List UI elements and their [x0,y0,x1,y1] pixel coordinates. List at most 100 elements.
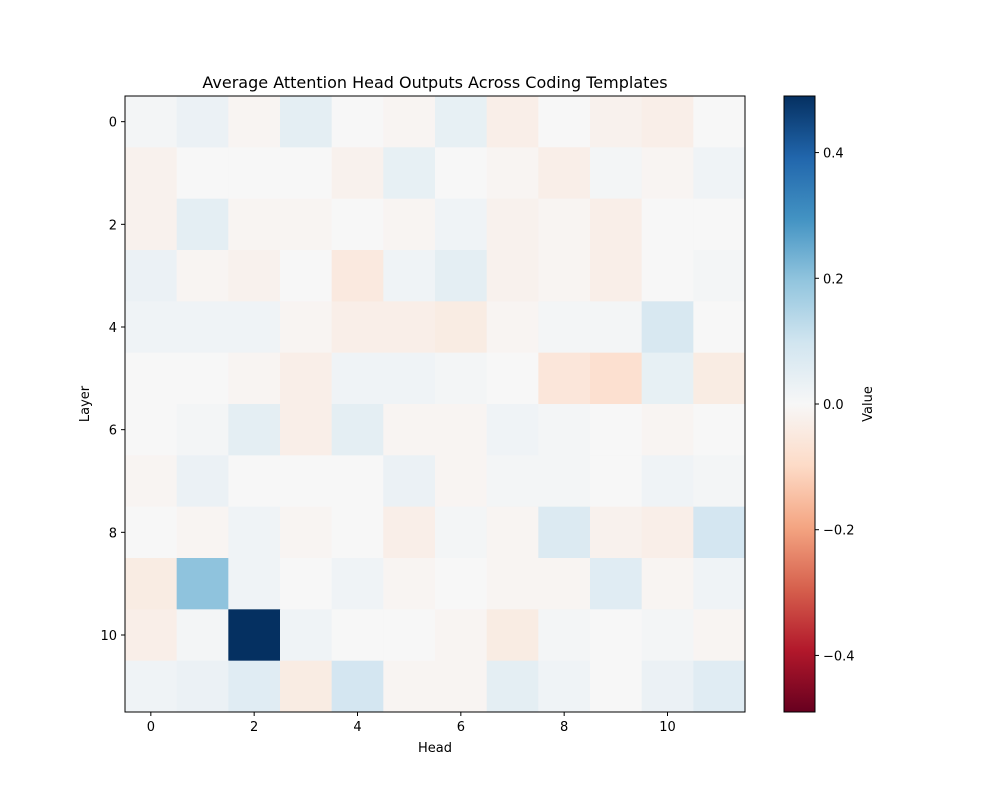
colorbar-label: Value [861,386,876,422]
heatmap-cell [538,250,591,302]
heatmap-cell [383,609,436,662]
heatmap-cell [331,404,384,456]
colorbar-tick-label: −0.2 [823,524,855,539]
heatmap-cell [383,250,436,302]
heatmap-cell [641,506,694,559]
colorbar-tick-label: 0.0 [823,398,844,413]
heatmap-cell [228,558,281,610]
heatmap-cell [228,301,281,354]
heatmap-cell [331,147,384,200]
heatmap-cell [280,250,333,302]
heatmap-cell [383,558,436,610]
heatmap-cell [280,609,333,662]
chart-title: Average Attention Head Outputs Across Co… [202,73,667,92]
heatmap-cell [280,660,333,713]
heatmap-cell [176,250,229,302]
heatmap-cell [641,250,694,302]
heatmap-cell [693,96,746,148]
heatmap-cell [641,609,694,662]
heatmap-cell [280,96,333,148]
y-tick-label: 4 [109,321,117,336]
heatmap-cell [435,506,488,559]
heatmap-cell [228,506,281,559]
y-tick-label: 8 [109,526,117,541]
heatmap-cell [176,96,229,148]
heatmap-cell [125,609,178,662]
y-tick-label: 10 [100,629,117,644]
colorbar-ticks: 0.4 0.2 0.0 −0.2 −0.4 [815,147,855,664]
heatmap-cell [331,352,384,405]
heatmap-cell [125,147,178,200]
heatmap-cell [331,250,384,302]
y-tick-label: 0 [109,116,117,131]
heatmap-cell [693,404,746,456]
heatmap-cell [486,455,539,508]
heatmap-cell [590,147,643,200]
heatmap-cell [125,96,178,148]
heatmap-cell [641,198,694,251]
heatmap-cell [280,506,333,559]
heatmap-cell [125,301,178,354]
heatmap-cell [590,198,643,251]
heatmap-cell [538,352,591,405]
heatmap-cell [590,660,643,713]
heatmap-cell [486,352,539,405]
y-tick-label: 2 [109,218,117,233]
heatmap-cell [538,301,591,354]
heatmap-cell [331,198,384,251]
x-tick-label: 8 [560,720,568,735]
heatmap-cell [125,198,178,251]
heatmap-cell [176,198,229,251]
heatmap-cell [228,147,281,200]
heatmap-cell [590,250,643,302]
heatmap-cell [228,404,281,456]
heatmap-cell [538,96,591,148]
heatmap-cell [693,558,746,610]
heatmap-cell [383,404,436,456]
heatmap-cell [693,609,746,662]
heatmap-cell [590,609,643,662]
heatmap-cell [228,198,281,251]
heatmap-cell [280,198,333,251]
heatmap-cell [590,506,643,559]
heatmap-cell [641,96,694,148]
heatmap-cell [590,96,643,148]
heatmap-cell [331,301,384,354]
heatmap-cell [590,455,643,508]
heatmap-cell [538,198,591,251]
heatmap-cell [383,96,436,148]
heatmap-cell [176,609,229,662]
heatmap-cell [538,147,591,200]
colorbar-tick-label: 0.4 [823,147,844,162]
heatmap-cell [280,558,333,610]
heatmap-cell [435,250,488,302]
heatmap-cell [383,352,436,405]
heatmap-cell [590,558,643,610]
heatmap-cell [331,609,384,662]
x-tick-label: 4 [353,720,361,735]
heatmap-cell [486,147,539,200]
heatmap-cell [383,198,436,251]
x-tick-label: 10 [659,720,676,735]
heatmap-cell [176,455,229,508]
heatmap-cell [641,147,694,200]
heatmap-cell [228,96,281,148]
heatmap-cell [280,301,333,354]
heatmap-cell [125,506,178,559]
heatmap-cell [331,96,384,148]
x-tick-label: 6 [457,720,465,735]
heatmap-cell [538,506,591,559]
heatmap-cells [125,96,746,713]
heatmap-cell [693,506,746,559]
heatmap-cell [486,96,539,148]
heatmap-cell [176,506,229,559]
heatmap-cell [176,352,229,405]
heatmap-cell [280,352,333,405]
heatmap-cell [538,558,591,610]
heatmap-cell [538,609,591,662]
x-tick-label: 0 [147,720,155,735]
heatmap-cell [228,352,281,405]
heatmap-cell [435,455,488,508]
heatmap-cell [331,506,384,559]
